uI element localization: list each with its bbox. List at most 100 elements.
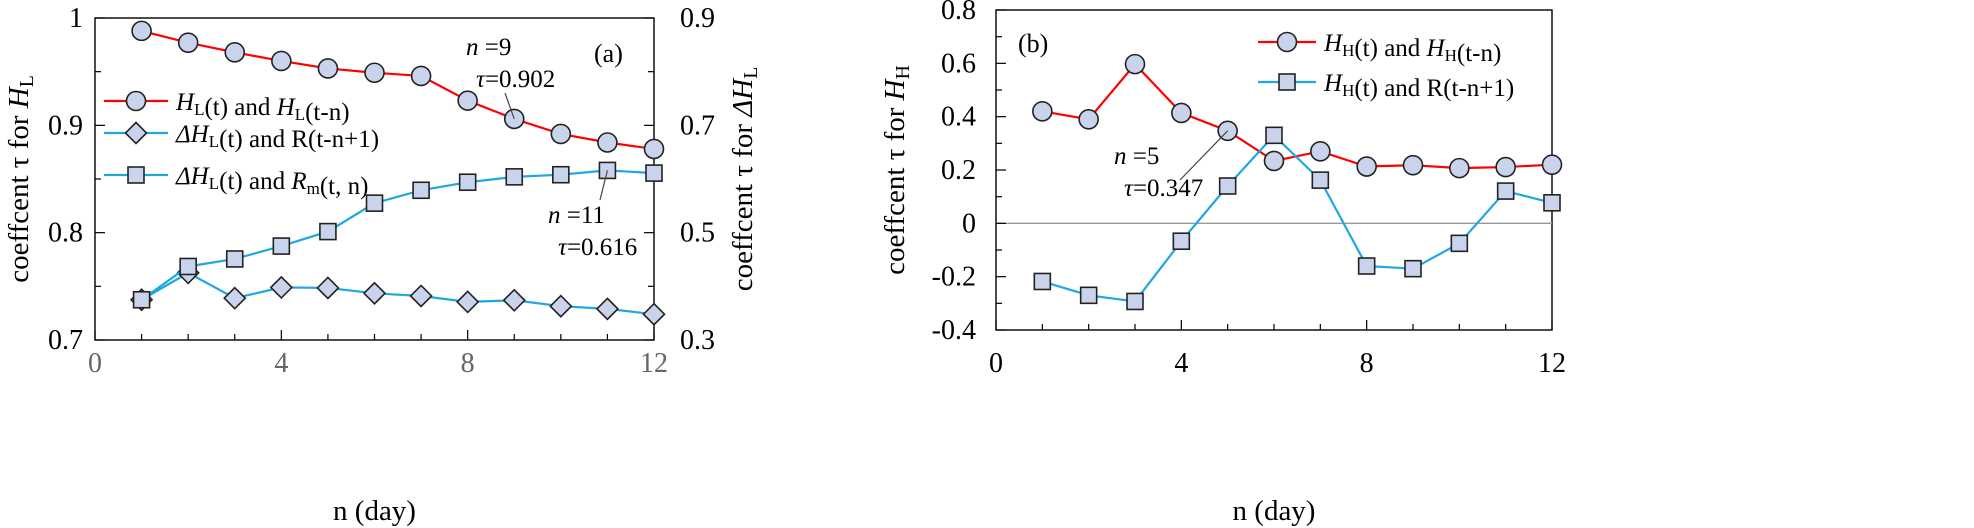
panel-a-y-left-tick-label-3: 1: [69, 3, 83, 34]
panel-b-annotation-1-tau: τ=0.347: [1124, 175, 1203, 202]
panel-b-legend-2-label: HH(t) and R(t-n+1): [1323, 70, 1514, 102]
panel-a-series-3-point-12: [645, 164, 663, 182]
panel-a-series-2-point-7: [409, 284, 433, 308]
panel-b-x-tick-label-12: 12: [1538, 348, 1566, 379]
panel-a-series-1-point-2: [177, 32, 199, 53]
panel-a-y-left-tick-label-0: 0.7: [48, 325, 83, 356]
panel-b-x-tick-label-8: 8: [1360, 348, 1374, 379]
panel-b-series-2-point-4: [1172, 232, 1191, 250]
panel-a-y-right-tick-label-3: 0.9: [680, 3, 715, 34]
panel-b-y-tick-label-2: 0: [962, 208, 976, 239]
panel-a-annotation-1-leader: [504, 92, 515, 120]
panel-a-legend-3-marker: [127, 166, 145, 184]
panel-b-y-tick-label-0: -0.4: [932, 315, 976, 346]
panel-b-series-1-point-12: [1541, 154, 1563, 175]
panel-b-series-1-point-4: [1171, 102, 1192, 124]
panel-a-series-3-point-6: [365, 194, 384, 212]
panel-a-series-1-point-12: [643, 138, 665, 160]
panel-a-series-2-point-10: [549, 294, 573, 318]
panel-a-series-1-point-4: [271, 50, 292, 72]
panel-a-x-tick-label-8: 8: [461, 348, 475, 379]
panel-b-series-2-point-7: [1311, 171, 1330, 189]
panel-a-y-left-tick-label-1: 0.8: [48, 218, 83, 249]
panel-b-y-tick-label-4: 0.4: [941, 102, 976, 133]
panel-a-series-1-point-10: [550, 123, 572, 145]
panel-b-y-tick-label-6: 0.8: [941, 0, 976, 26]
panel-a-x-tick-label-0: 0: [88, 348, 102, 379]
panel-b-series-2-point-12: [1543, 194, 1561, 212]
panel-a-annotation-2-n: n =11: [548, 202, 605, 229]
panel-a-series-3-point-10: [552, 165, 570, 184]
panel-a-y-right-tick-label-2: 0.7: [680, 110, 715, 141]
panel-a-annotation-2-leader: [599, 170, 608, 201]
panel-b-x-tick-label-4: 4: [1174, 348, 1188, 379]
panel-a-series-2-point-11: [595, 297, 620, 321]
panel-a-x-tick-label-12: 12: [640, 348, 668, 379]
panel-b-series-1-point-7: [1310, 141, 1331, 162]
panel-a-series-1-point-5: [317, 58, 339, 79]
panel-a-legend-3-label: ΔHL(t) and Rm(t, n): [175, 163, 368, 200]
panel-a-series-2-point-4: [269, 275, 293, 300]
panel-b-legend-1-label: HH(t) and HH(t-n): [1323, 30, 1501, 67]
panel-b-series-1-point-8: [1356, 156, 1377, 177]
panel-a-x-axis-title: n (day): [333, 495, 416, 527]
panel-a-legend-2-marker: [124, 121, 148, 145]
panel-b-series-1-point-11: [1495, 156, 1516, 178]
panel-a-series-2-point-5: [316, 276, 340, 300]
panel-a-legend-1-label: HL(t) and HL(t-n): [175, 89, 350, 126]
panel-b-series-2-point-2: [1079, 286, 1098, 305]
panel-b-chart: 0 4 8 12 -0.4 -0.2 0 0.2 0.4 0.6 0.8 n (day) coeffce…: [879, 0, 1566, 527]
panel-b-legend-1-marker: [1276, 31, 1298, 53]
panel-a-series-3-point-1: [132, 290, 151, 309]
panel-b-series-2-point-10: [1450, 234, 1469, 253]
panel-b-series-1-point-2: [1078, 109, 1099, 130]
panel-a-series-2-point-12: [642, 302, 666, 326]
panel-a-annotation-2-tau: τ=0.616: [558, 234, 637, 261]
panel-b-label: (b): [1018, 29, 1048, 58]
panel-b-series-1-point-1: [1032, 101, 1053, 122]
panel-b-series-2-point-6: [1265, 126, 1283, 145]
panel-a-series-1-point-11: [597, 132, 618, 153]
panel-a-y-left-axis-title: coeffcent τ for HL: [3, 75, 38, 283]
panel-a-series-1-point-1: [131, 20, 152, 42]
panel-a-series-3-point-9: [505, 168, 524, 186]
panel-a-annotation-1-n: n =9: [466, 34, 511, 61]
panel-a-series-2-point-9: [502, 288, 526, 312]
panel-a-chart: 0 4 8 12 0.7 0.8 0.9 1 0.3 0.5 0.7 0.9 n (day) coeffc…: [3, 3, 762, 527]
panel-a-series-1-point-6: [364, 62, 385, 84]
panel-b-series-2-point-11: [1496, 182, 1515, 200]
panel-a-annotation-1-tau: τ=0.902: [476, 66, 555, 93]
panel-a-series-1-point-9: [503, 108, 525, 130]
panel-b-annotation-1-n: n =5: [1114, 143, 1159, 170]
panel-a-series-3-point-8: [458, 173, 477, 192]
panel-b-annotation-1-leader: [1179, 130, 1229, 181]
panel-b-y-axis-title: coeffcent τ for HH: [879, 65, 914, 275]
panel-b-legend-2-marker: [1278, 73, 1296, 91]
panel-a-series-2-point-3: [223, 286, 247, 310]
panel-a-series-3-point-5: [319, 222, 337, 241]
panel-a-y-right-axis-title: coeffcent τ for ΔHL: [727, 67, 762, 292]
panel-b-y-tick-label-5: 0.6: [941, 48, 976, 79]
panel-b-x-axis-title: n (day): [1233, 495, 1316, 527]
panel-b-y-tick-label-1: -0.2: [932, 262, 976, 293]
panel-a-series-3-point-7: [412, 181, 430, 200]
panel-a-series-2-line: [141, 271, 655, 316]
panel-a-series-1-point-8: [457, 90, 478, 111]
panel-b-series-2-point-9: [1404, 259, 1422, 278]
panel-b-y-tick-label-3: 0.2: [941, 155, 976, 186]
panel-a-legend-2-label: ΔHL(t) and R(t-n+1): [175, 121, 379, 153]
panel-a-series-3-point-3: [225, 250, 244, 268]
panel-a-series-3-point-4: [272, 237, 291, 255]
panel-a-x-tick-label-4: 4: [274, 348, 288, 379]
panel-b-series-2-point-3: [1126, 292, 1144, 311]
panel-b-series-2-point-8: [1357, 257, 1376, 275]
panel-b-series-1-point-3: [1124, 53, 1146, 75]
panel-b-series-1-point-9: [1402, 154, 1424, 176]
panel-b-series-1-point-6: [1263, 150, 1285, 172]
panel-a-series-1-point-7: [410, 65, 432, 87]
panel-b-series-1-point-10: [1449, 157, 1470, 179]
panel-a-legend-1-marker: [125, 90, 147, 112]
panel-b-series-2-point-5: [1218, 177, 1237, 195]
panel-a-label: (a): [594, 39, 623, 68]
